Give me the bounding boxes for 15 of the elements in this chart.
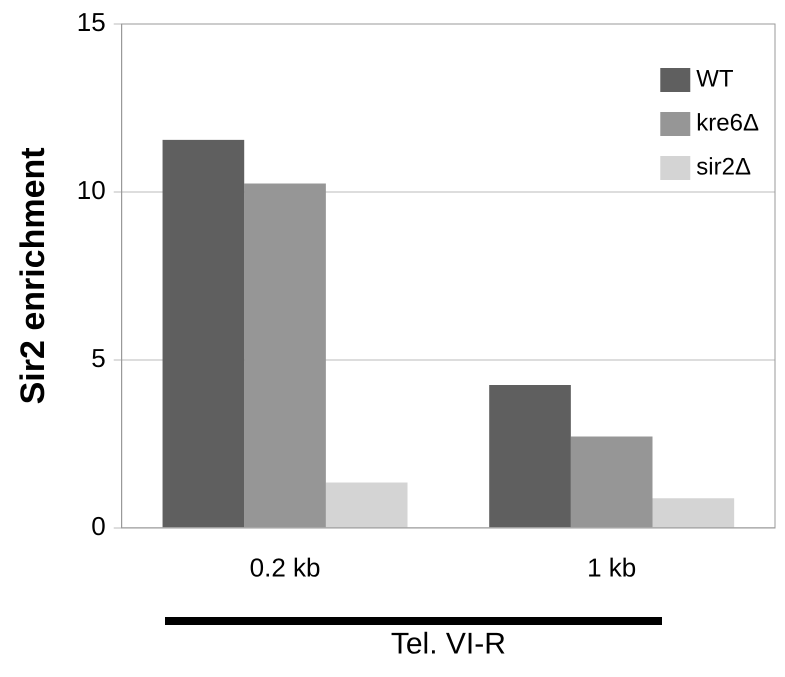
bar [652,498,734,528]
bar [162,140,244,528]
legend-label: kre6Δ [696,110,759,137]
y-tick-label: 15 [76,7,106,38]
x-tick-label: 0.2 kb [250,552,320,583]
legend-label: sir2Δ [696,154,751,181]
legend-label: WT [696,66,734,93]
y-tick-label: 5 [91,343,106,374]
bar [326,482,408,528]
bar [489,385,571,528]
x-axis-title: Tel. VI-R [390,627,506,660]
y-axis-title: Sir2 enrichment [14,147,52,404]
y-tick-label: 0 [91,510,106,541]
y-tick-label: 10 [76,175,106,206]
x-tick-label: 1 kb [587,552,636,583]
